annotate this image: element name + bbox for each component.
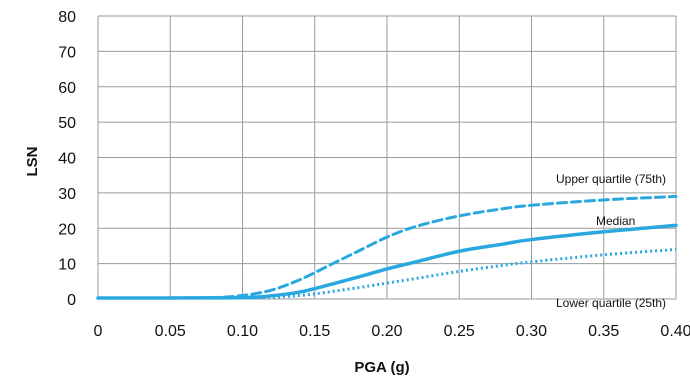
x-tick-label: 0.35 [588, 323, 619, 340]
series-annotation: Upper quartile (75th) [556, 172, 666, 186]
series-line-dotted [98, 247, 677, 300]
series-annotation: Lower quartile (25th) [556, 296, 666, 310]
x-axis-title: PGA (g) [354, 359, 409, 376]
series-line-dashed [96, 194, 678, 300]
y-tick-labels: 0 10 20 30 40 50 60 70 80 [58, 9, 76, 309]
grid [97, 15, 677, 300]
x-tick-labels: 0 0.05 0.10 0.15 0.20 0.25 0.30 0.35 0.40 [94, 323, 690, 340]
x-tick-label: 0.30 [516, 323, 547, 340]
y-tick-label: 60 [58, 80, 76, 97]
series-layer [96, 194, 678, 300]
x-tick-label: 0.10 [227, 323, 258, 340]
x-tick-label: 0.40 [660, 323, 690, 340]
x-tick-label: 0.25 [444, 323, 475, 340]
series-annotations: Upper quartile (75th) Median Lower quartil… [556, 172, 666, 310]
y-tick-label: 0 [67, 292, 76, 309]
series-annotation: Median [596, 214, 635, 228]
x-tick-label: 0.20 [371, 323, 402, 340]
y-tick-label: 50 [58, 115, 76, 132]
y-tick-label: 10 [58, 257, 76, 274]
y-tick-label: 70 [58, 44, 76, 61]
y-axis-title: LSN [24, 147, 41, 177]
x-tick-label: 0.15 [299, 323, 330, 340]
series-line-solid [96, 223, 678, 300]
y-tick-label: 80 [58, 9, 76, 26]
y-tick-label: 30 [58, 186, 76, 203]
y-tick-label: 20 [58, 221, 76, 238]
y-tick-label: 40 [58, 151, 76, 168]
x-tick-label: 0.05 [155, 323, 186, 340]
x-tick-label: 0 [94, 323, 103, 340]
